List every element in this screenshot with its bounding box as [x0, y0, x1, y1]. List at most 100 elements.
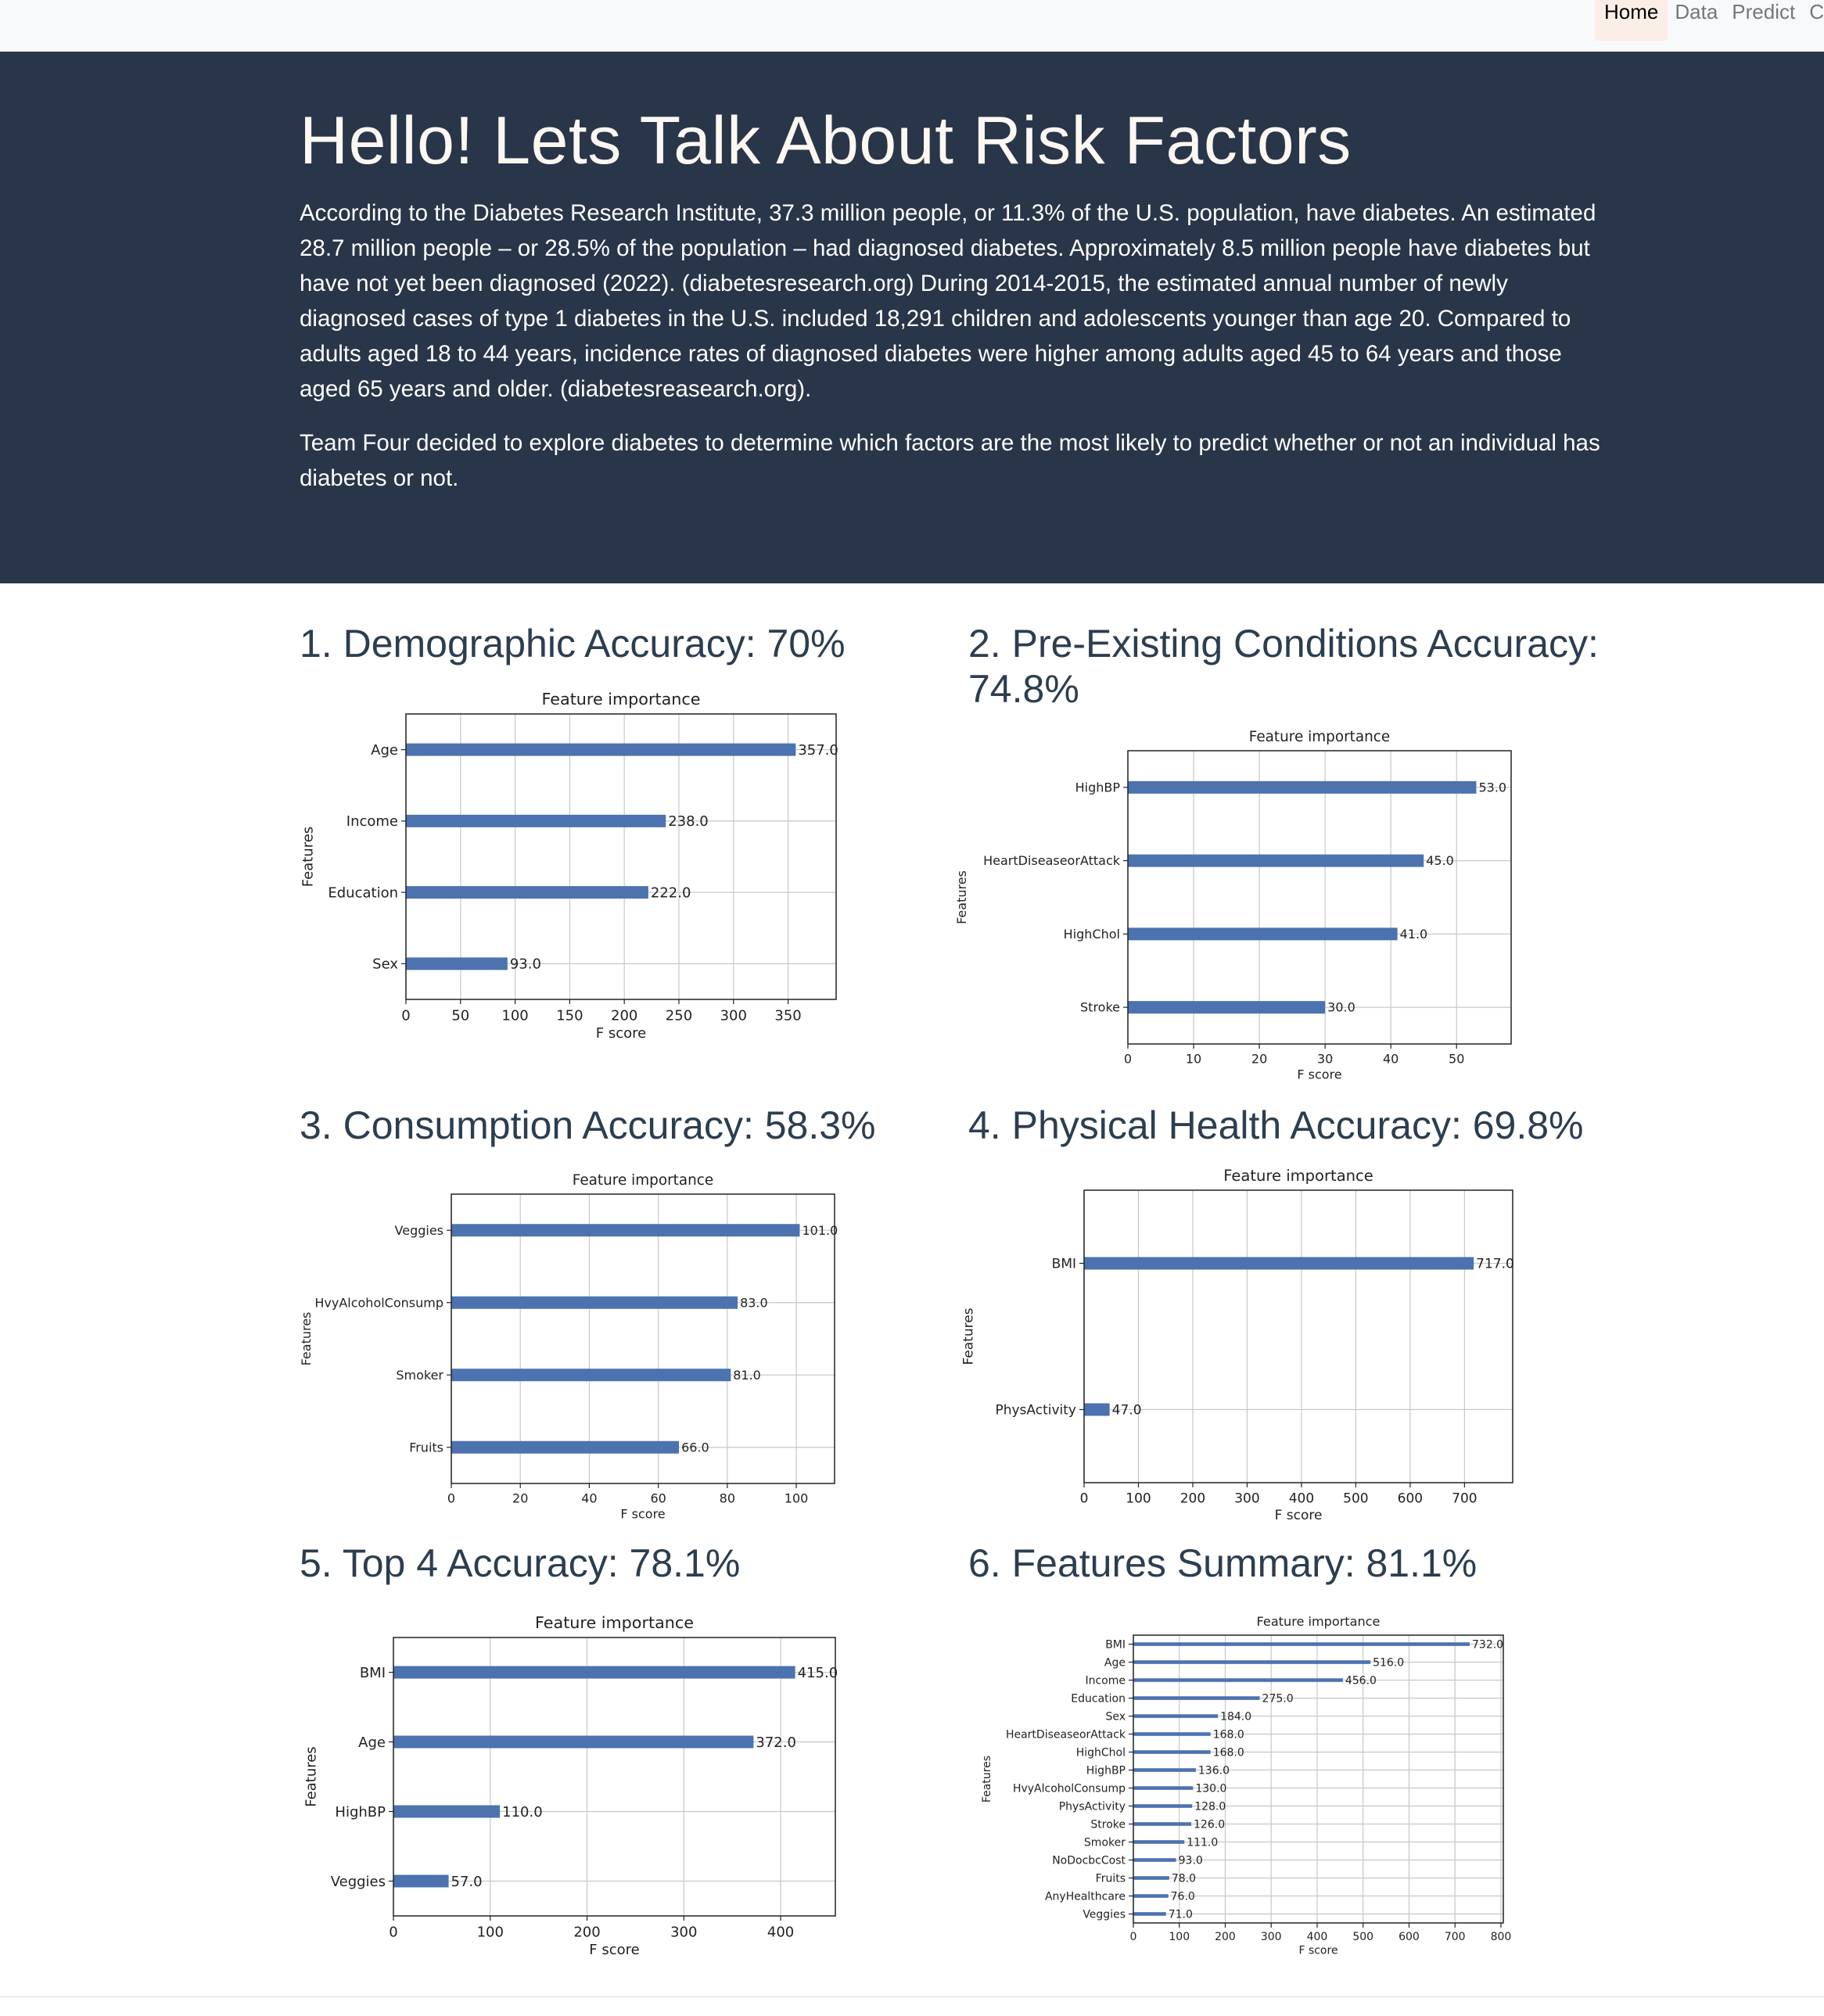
- bar-physactivity: [1084, 1403, 1110, 1416]
- x-tick-label: 0: [389, 1925, 397, 1941]
- bar-bmi: [1084, 1257, 1474, 1270]
- value-label: 101.0: [802, 1223, 838, 1238]
- x-axis-label: F score: [1298, 1945, 1337, 1957]
- bar-veggies: [393, 1874, 449, 1888]
- nav-data-link[interactable]: Data: [1675, 0, 1718, 23]
- bar-highbp: [393, 1805, 501, 1818]
- section-title-consumption: 3. Consumption Accuracy: 58.3%: [300, 1103, 876, 1147]
- x-tick-label: 600: [1399, 1931, 1420, 1943]
- x-tick-label: 300: [1234, 1491, 1259, 1507]
- value-label: 41.0: [1400, 927, 1428, 942]
- category-label: Smoker: [1084, 1836, 1126, 1849]
- category-label: Education: [1071, 1692, 1126, 1705]
- bar-highchol: [1133, 1750, 1211, 1754]
- x-tick-label: 60: [650, 1490, 666, 1505]
- plot-area: [393, 1638, 835, 1916]
- x-tick-label: 200: [611, 1008, 637, 1024]
- x-tick-label: 700: [1445, 1931, 1466, 1943]
- bar-smoker: [1133, 1840, 1185, 1844]
- category-label: HvyAlcoholConsump: [1013, 1782, 1126, 1795]
- navbar: Home Data Predict C: [0, 0, 1824, 52]
- x-tick-label: 0: [1124, 1051, 1132, 1066]
- y-axis-label: Features: [300, 827, 316, 887]
- y-axis-label: Features: [303, 1746, 320, 1806]
- x-tick-label: 400: [1307, 1931, 1328, 1943]
- x-axis-label: F score: [596, 1025, 646, 1042]
- hero-title: Hello! Lets Talk About Risk Factors: [300, 103, 1352, 178]
- hero-paragraph-intro: According to the Diabetes Research Insti…: [300, 200, 1596, 402]
- nav-predict-link[interactable]: Predict: [1732, 0, 1796, 23]
- bar-hvyalcoholconsump: [1133, 1786, 1194, 1790]
- category-label: HeartDiseaseorAttack: [983, 853, 1121, 868]
- x-tick-label: 600: [1398, 1491, 1423, 1507]
- category-label: Smoker: [396, 1368, 443, 1383]
- value-label: 372.0: [756, 1734, 796, 1751]
- x-tick-label: 100: [785, 1490, 809, 1505]
- bar-veggies: [451, 1224, 800, 1237]
- x-axis-label: F score: [589, 1942, 639, 1958]
- bar-hvyalcoholconsump: [451, 1296, 738, 1309]
- x-tick-label: 500: [1343, 1491, 1368, 1507]
- bar-stroke: [1133, 1822, 1192, 1826]
- chart-title: Feature importance: [1249, 729, 1390, 745]
- x-tick-label: 30: [1317, 1051, 1333, 1066]
- x-tick-label: 10: [1186, 1051, 1201, 1066]
- category-label: Fruits: [409, 1440, 443, 1455]
- section-title-pre-existing: 2. Pre-Existing Conditions Accuracy: 74.…: [968, 622, 1599, 711]
- value-label: 47.0: [1112, 1402, 1142, 1418]
- value-label: 45.0: [1426, 853, 1454, 868]
- bar-age: [406, 743, 796, 756]
- plot-area: [1133, 1635, 1503, 1923]
- bar-sex: [406, 957, 508, 970]
- value-label: 66.0: [681, 1440, 709, 1455]
- nav-home-link[interactable]: Home: [1595, 0, 1668, 41]
- section-title-top4: 5. Top 4 Accuracy: 78.1%: [300, 1541, 741, 1585]
- value-label: 184.0: [1220, 1710, 1251, 1723]
- category-label: Sex: [372, 956, 398, 973]
- plot-area: [451, 1194, 835, 1483]
- bar-highchol: [1128, 927, 1398, 941]
- category-label: AnyHealthcare: [1045, 1890, 1126, 1903]
- plot-area: [1084, 1190, 1513, 1483]
- value-label: 128.0: [1194, 1800, 1226, 1813]
- value-label: 71.0: [1169, 1908, 1193, 1921]
- category-label: PhysActivity: [1059, 1800, 1126, 1813]
- bar-education: [406, 886, 648, 899]
- plot-frame: [1133, 1634, 1504, 1924]
- bar-heartdiseaseorattack: [1133, 1732, 1211, 1736]
- category-label: Age: [358, 1734, 386, 1751]
- bar-highbp: [1133, 1768, 1196, 1772]
- x-tick-label: 100: [501, 1008, 528, 1024]
- section-title-demographic: 1. Demographic Accuracy: 70%: [300, 622, 846, 665]
- x-tick-label: 200: [1180, 1491, 1205, 1507]
- value-label: 81.0: [733, 1368, 761, 1383]
- hero-paragraph-team: Team Four decided to explore diabetes to…: [300, 430, 1600, 491]
- chart-title: Feature importance: [1257, 1614, 1381, 1629]
- x-tick-label: 40: [581, 1490, 597, 1505]
- x-tick-label: 100: [1169, 1931, 1190, 1943]
- value-label: 53.0: [1478, 780, 1506, 795]
- value-label: 516.0: [1373, 1656, 1404, 1669]
- category-label: Veggies: [331, 1874, 386, 1890]
- x-tick-label: 200: [573, 1925, 600, 1941]
- x-tick-label: 0: [1080, 1491, 1089, 1507]
- x-tick-label: 200: [1215, 1931, 1236, 1943]
- y-axis-label: Features: [299, 1312, 314, 1366]
- chart-title: Feature importance: [535, 1613, 694, 1632]
- chart-title: Feature importance: [573, 1172, 713, 1189]
- bar-age: [1133, 1660, 1371, 1664]
- x-tick-label: 300: [1261, 1931, 1282, 1943]
- y-axis-label: Features: [961, 1308, 977, 1365]
- nav-more-link[interactable]: C: [1809, 0, 1824, 23]
- category-label: Veggies: [395, 1223, 443, 1238]
- x-tick-label: 300: [670, 1925, 697, 1941]
- x-tick-label: 0: [447, 1490, 455, 1505]
- hero-content: Hello! Lets Talk About Risk Factors Acco…: [300, 102, 1614, 515]
- plot-area: [1128, 751, 1511, 1044]
- y-axis-label: Features: [954, 870, 969, 924]
- x-tick-label: 100: [477, 1925, 504, 1941]
- value-label: 136.0: [1198, 1764, 1230, 1777]
- value-label: 93.0: [1179, 1854, 1203, 1867]
- category-label: Income: [346, 813, 398, 830]
- bar-bmi: [393, 1666, 795, 1679]
